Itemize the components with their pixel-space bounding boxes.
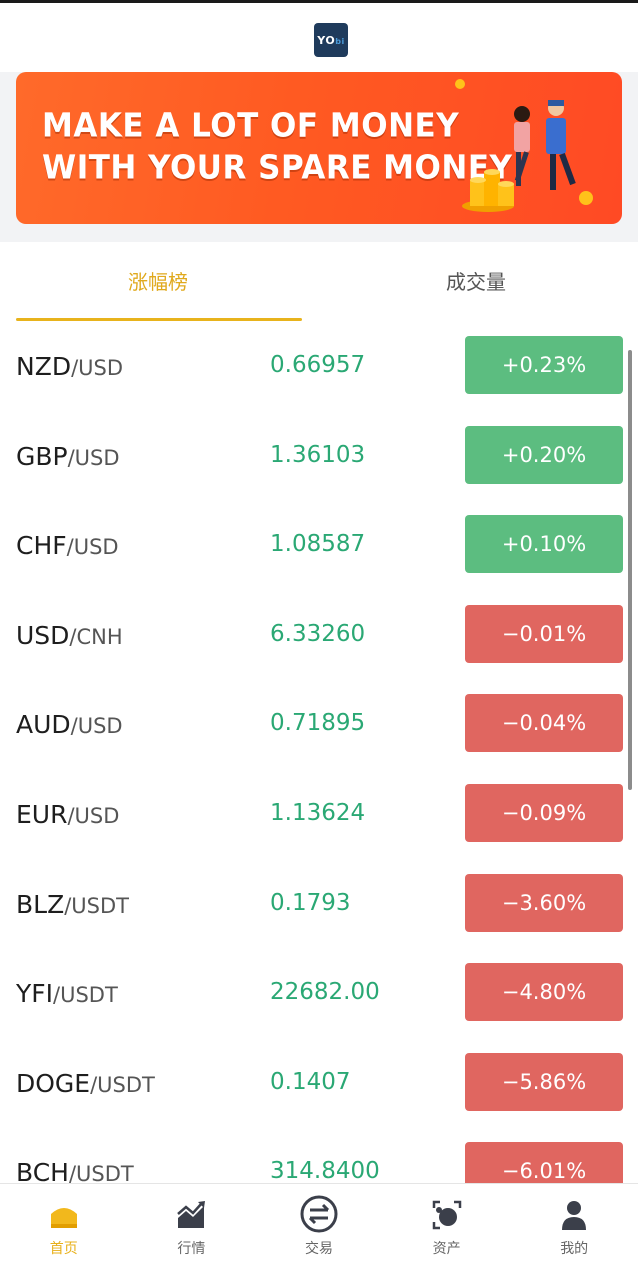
last-price: 1.36103 <box>270 441 366 468</box>
change-badge[interactable]: −0.01% <box>465 604 623 663</box>
wallet-icon <box>432 1200 461 1230</box>
user-icon <box>562 1201 587 1230</box>
market-row[interactable]: USD/CNH 6.33260 −0.01% <box>0 591 638 681</box>
nav-assets-label: 资产 <box>432 1241 461 1257</box>
pair-quote: /USD <box>70 714 123 739</box>
pair-name: GBP/USD <box>16 442 120 471</box>
banner-illustration <box>455 79 593 212</box>
market-row[interactable]: NZD/USD 0.66957 +0.23% <box>0 322 638 412</box>
top-bar: YObi <box>0 0 638 72</box>
last-price: 6.33260 <box>270 620 366 647</box>
pair-quote: /USDT <box>53 983 118 1008</box>
market-row[interactable]: CHF/USD 1.08587 +0.10% <box>0 501 638 591</box>
last-price: 1.08587 <box>270 531 366 558</box>
pair-base: AUD <box>16 710 71 740</box>
pair-base: EUR <box>16 800 68 829</box>
last-price: 314.8400 <box>270 1158 380 1185</box>
pair-name: AUD/USD <box>16 710 123 739</box>
nav-home[interactable]: 首页 <box>0 1184 128 1280</box>
ranking-tabs: 涨幅榜 成交量 <box>0 242 638 322</box>
tab-active-indicator <box>16 318 302 321</box>
market-row[interactable]: YFI/USDT 22682.00 −4.80% <box>0 949 638 1039</box>
nav-profile[interactable]: 我的 <box>510 1184 638 1280</box>
nav-trade[interactable]: 交易 <box>255 1184 383 1280</box>
change-badge[interactable]: −0.04% <box>465 694 623 753</box>
last-price: 0.1793 <box>270 889 351 916</box>
pair-name: EUR/USD <box>16 800 119 829</box>
pair-quote: /USDT <box>64 893 129 918</box>
market-row[interactable]: EUR/USD 1.13624 −0.09% <box>0 770 638 860</box>
pair-quote: /USD <box>67 445 120 470</box>
nav-home-label: 首页 <box>49 1241 78 1257</box>
pair-base: YFI <box>16 979 54 1009</box>
pair-name: CHF/USD <box>16 531 119 560</box>
tab-gainers[interactable]: 涨幅榜 <box>128 270 188 294</box>
nav-market[interactable]: 行情 <box>128 1184 256 1280</box>
pair-quote: /USD <box>66 535 119 560</box>
scrollbar[interactable] <box>628 350 632 790</box>
last-price: 1.13624 <box>270 800 366 826</box>
banner-headline-1: MAKE A LOT OF MONEY <box>42 107 460 145</box>
pair-name: YFI/USDT <box>16 979 118 1008</box>
banner-area: MAKE A LOT OF MONEY WITH YOUR SPARE MONE… <box>0 72 638 242</box>
chart-icon <box>177 1201 206 1228</box>
nav-assets[interactable]: 资产 <box>383 1184 511 1280</box>
pair-quote: /USDT <box>68 1162 134 1187</box>
exchange-icon <box>300 1195 338 1233</box>
home-icon <box>50 1208 77 1228</box>
pair-base: GBP <box>16 441 68 471</box>
banner-headline-2: WITH YOUR SPARE MONEY <box>42 149 513 187</box>
market-row[interactable]: AUD/USD 0.71895 −0.04% <box>0 680 638 770</box>
pair-base: DOGE <box>16 1068 91 1098</box>
market-row[interactable]: BLZ/USDT 0.1793 −3.60% <box>0 860 638 950</box>
market-row[interactable]: GBP/USD 1.36103 +0.20% <box>0 412 638 502</box>
nav-trade-label: 交易 <box>304 1241 333 1257</box>
change-badge[interactable]: −0.09% <box>465 784 623 842</box>
nav-market-label: 行情 <box>177 1241 206 1257</box>
promo-banner[interactable]: MAKE A LOT OF MONEY WITH YOUR SPARE MONE… <box>16 72 622 224</box>
pair-name: USD/CNH <box>16 621 123 650</box>
tab-volume[interactable]: 成交量 <box>446 270 506 294</box>
change-badge[interactable]: −4.80% <box>465 963 623 1022</box>
pair-quote: /USD <box>71 356 124 380</box>
pair-base: CHF <box>16 531 67 561</box>
last-price: 0.1407 <box>270 1068 351 1095</box>
change-badge[interactable]: −3.60% <box>465 873 623 932</box>
bottom-nav: 首页 行情 交易 资产 我的 <box>0 1183 638 1280</box>
pair-name: BLZ/USDT <box>16 890 129 919</box>
last-price: 22682.00 <box>270 979 380 1006</box>
pair-quote: /CNH <box>69 624 123 649</box>
market-row[interactable]: DOGE/USDT 0.1407 −5.86% <box>0 1039 638 1129</box>
pair-name: BCH/USDT <box>16 1158 134 1187</box>
change-badge[interactable]: +0.10% <box>465 515 623 574</box>
change-badge[interactable]: +0.23% <box>465 336 623 394</box>
pair-quote: /USDT <box>90 1072 155 1097</box>
pair-name: NZD/USD <box>16 352 123 381</box>
pair-base: BLZ <box>16 889 65 919</box>
last-price: 0.66957 <box>270 352 366 378</box>
pair-quote: /USD <box>67 804 120 828</box>
pair-base: BCH <box>16 1158 69 1188</box>
logo-text: YObi <box>317 33 345 47</box>
change-badge[interactable]: −5.86% <box>465 1052 623 1111</box>
pair-name: DOGE/USDT <box>16 1069 155 1098</box>
pair-base: USD <box>16 620 70 650</box>
nav-profile-label: 我的 <box>560 1241 589 1257</box>
pair-base: NZD <box>16 352 72 381</box>
change-badge[interactable]: +0.20% <box>465 425 623 484</box>
app-logo[interactable]: YObi <box>314 23 348 57</box>
last-price: 0.71895 <box>270 710 366 737</box>
